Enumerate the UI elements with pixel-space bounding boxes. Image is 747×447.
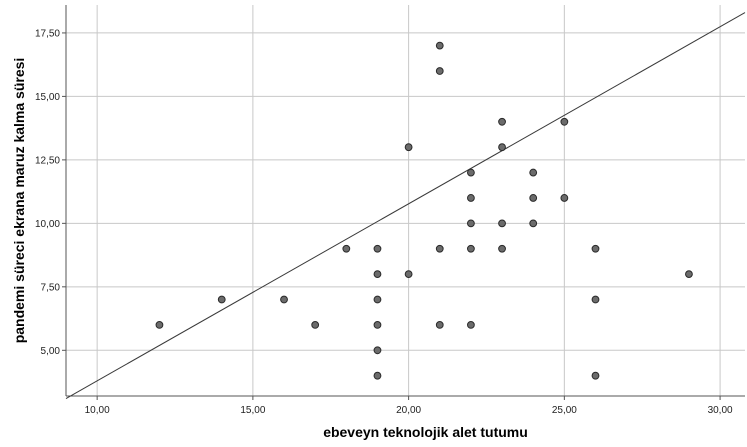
data-point bbox=[373, 295, 382, 304]
data-point bbox=[311, 321, 320, 329]
data-point bbox=[498, 117, 506, 126]
data-point bbox=[342, 244, 351, 253]
fit-line bbox=[65, 12, 746, 399]
data-point bbox=[155, 321, 164, 329]
data-point bbox=[467, 219, 475, 228]
x-axis-title: ebeveyn teknolojik alet tutumu bbox=[323, 424, 528, 440]
data-point bbox=[591, 244, 600, 253]
data-point bbox=[591, 371, 600, 380]
y-tick-label: 7,50 bbox=[41, 282, 61, 293]
y-tick-label: 5,00 bbox=[41, 346, 61, 357]
data-point bbox=[435, 41, 444, 50]
x-tick-label: 25,00 bbox=[552, 405, 577, 416]
x-tick-label: 30,00 bbox=[708, 405, 733, 416]
y-tick-label: 17,50 bbox=[35, 28, 60, 39]
data-point bbox=[373, 321, 382, 329]
y-axis-title: pandemi süreci ekrana maruz kalma süresi bbox=[11, 58, 27, 344]
data-point bbox=[529, 219, 538, 228]
data-point bbox=[280, 295, 288, 304]
data-point bbox=[217, 295, 226, 304]
data-point bbox=[591, 295, 600, 304]
data-point bbox=[467, 321, 475, 329]
data-point bbox=[498, 244, 506, 253]
data-points bbox=[155, 41, 693, 380]
y-tick-label: 12,50 bbox=[35, 155, 60, 166]
data-point bbox=[467, 244, 475, 253]
data-point bbox=[373, 244, 382, 253]
y-tick-label: 15,00 bbox=[35, 92, 60, 103]
data-point bbox=[435, 321, 444, 329]
x-tick-label: 20,00 bbox=[396, 405, 421, 416]
data-point bbox=[435, 244, 444, 253]
data-point bbox=[498, 219, 506, 228]
grid-lines bbox=[66, 5, 745, 396]
data-point bbox=[529, 194, 538, 202]
data-point bbox=[373, 371, 382, 380]
axes bbox=[62, 5, 745, 400]
tick-labels: 10,00 15,00 20,00 25,00 30,00 5,00 7,50 10,00 12… bbox=[35, 28, 733, 416]
data-point bbox=[404, 143, 413, 152]
data-point bbox=[560, 194, 569, 202]
data-point bbox=[685, 270, 693, 279]
data-point bbox=[467, 194, 475, 202]
x-tick-label: 10,00 bbox=[85, 405, 110, 416]
data-point bbox=[373, 270, 382, 279]
data-point bbox=[529, 168, 538, 177]
data-point bbox=[404, 270, 413, 279]
data-point bbox=[498, 143, 506, 152]
data-point bbox=[435, 67, 444, 75]
y-tick-label: 10,00 bbox=[35, 219, 60, 230]
x-tick-label: 15,00 bbox=[240, 405, 265, 416]
fit-line-group bbox=[65, 12, 746, 399]
data-point bbox=[560, 117, 569, 126]
data-point bbox=[373, 346, 382, 355]
data-point bbox=[467, 168, 475, 177]
